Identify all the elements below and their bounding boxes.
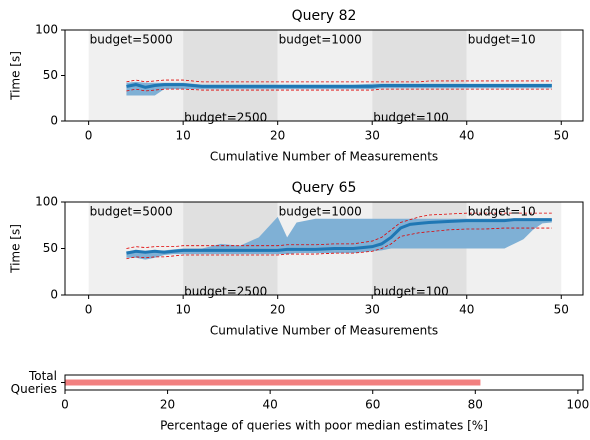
y-tick-label: 50 <box>43 241 58 255</box>
budget-label: budget=5000 <box>90 205 173 219</box>
budget-region <box>277 30 373 121</box>
axes-frame <box>64 201 584 296</box>
x-tick-label: 10 <box>176 303 191 317</box>
x-axis-label: Cumulative Number of Measurements <box>210 324 438 338</box>
x-tick-label: 40 <box>459 129 474 143</box>
x-axis-label: Percentage of queries with poor median e… <box>160 419 488 433</box>
x-tick-label: 20 <box>270 129 285 143</box>
budget-region <box>88 202 184 295</box>
budget-label: budget=10 <box>468 33 536 47</box>
x-axis-label: Cumulative Number of Measurements <box>210 150 438 164</box>
budget-region <box>183 30 278 121</box>
interval-upper <box>126 212 552 249</box>
budget-label: budget=1000 <box>279 205 362 219</box>
budget-label: budget=2500 <box>184 285 267 299</box>
x-tick-label: 0 <box>85 303 93 317</box>
y-tick-label: 100 <box>35 23 58 37</box>
interval-upper <box>126 79 552 83</box>
median-line <box>126 83 552 89</box>
x-tick-label: 50 <box>554 303 569 317</box>
budget-region <box>88 30 184 121</box>
budget-label: budget=2500 <box>184 111 267 125</box>
axes-frame <box>64 374 584 391</box>
x-tick-label: 40 <box>263 398 278 412</box>
budget-label: budget=10 <box>468 205 536 219</box>
bar <box>65 379 481 386</box>
x-tick-label: 100 <box>566 398 589 412</box>
y-tick-label: 0 <box>50 114 58 128</box>
x-tick-label: 40 <box>459 303 474 317</box>
chart-title: Query 65 <box>292 180 357 196</box>
median-line <box>126 218 552 255</box>
y-tick-label: 50 <box>43 68 58 82</box>
budget-region <box>372 30 467 121</box>
x-tick-label: 30 <box>365 129 380 143</box>
axes-frame <box>64 29 584 122</box>
budget-label: budget=100 <box>373 111 449 125</box>
budget-label: budget=100 <box>373 285 449 299</box>
y-tick-label: 100 <box>35 195 58 209</box>
budget-label: budget=5000 <box>90 33 173 47</box>
interval-lower <box>126 227 552 260</box>
x-tick-label: 60 <box>365 398 380 412</box>
x-tick-label: 50 <box>554 129 569 143</box>
chart-title: Query 82 <box>292 8 357 24</box>
y-axis-label: Time [s] <box>9 51 23 101</box>
y-axis-label: Time [s] <box>9 224 23 274</box>
budget-label: budget=1000 <box>279 33 362 47</box>
x-tick-label: 80 <box>468 398 483 412</box>
y-tick-label: 0 <box>50 288 58 302</box>
x-tick-label: 0 <box>85 129 93 143</box>
budget-region <box>466 30 562 121</box>
x-tick-label: 30 <box>365 303 380 317</box>
category-label: Total Queries <box>10 369 57 396</box>
x-tick-label: 10 <box>176 129 191 143</box>
x-tick-label: 0 <box>61 398 69 412</box>
interval-lower <box>126 88 552 92</box>
x-tick-label: 20 <box>160 398 175 412</box>
x-tick-label: 20 <box>270 303 285 317</box>
